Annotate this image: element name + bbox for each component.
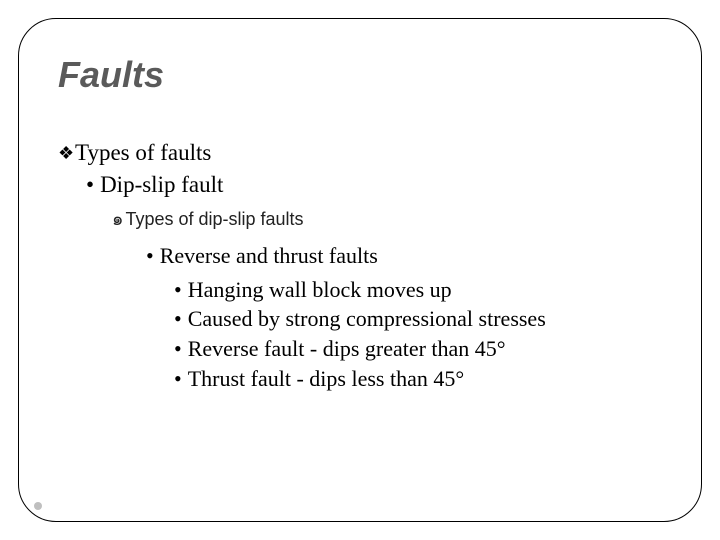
- bullet-lvl1-text: Types of faults: [75, 140, 211, 165]
- dot-bullet-icon: •: [174, 306, 182, 331]
- slide-content: Faults ❖Types of faults •Dip-slip fault …: [58, 54, 670, 393]
- dot-bullet-icon: •: [174, 277, 182, 302]
- dot-bullet-icon: •: [174, 336, 182, 361]
- bullet-lvl4: •Reverse and thrust faults: [146, 241, 670, 271]
- slide-title: Faults: [58, 54, 670, 96]
- dot-bullet-icon: •: [86, 172, 94, 197]
- bullet-lvl3: ๑Types of dip-slip faults: [112, 204, 670, 233]
- bullet-lvl2: •Dip-slip fault: [86, 172, 670, 198]
- bullet-lvl5-text: Reverse fault - dips greater than 45°: [188, 336, 506, 361]
- bullet-lvl5-text: Thrust fault - dips less than 45°: [188, 366, 464, 391]
- lvl3-container: ๑Types of dip-slip faults •Reverse and t…: [112, 204, 670, 393]
- curly-bullet-icon: ๑: [112, 209, 123, 229]
- diamond-bullet-icon: ❖: [58, 143, 72, 164]
- bullet-lvl5-text: Caused by strong compressional stresses: [188, 306, 546, 331]
- bullet-lvl5-item: •Caused by strong compressional stresses: [174, 304, 670, 334]
- slide: Faults ❖Types of faults •Dip-slip fault …: [0, 0, 720, 540]
- dot-bullet-icon: •: [174, 366, 182, 391]
- bullet-lvl3-text: Types of dip-slip faults: [125, 209, 303, 229]
- slide-number-placeholder-icon: [34, 502, 42, 510]
- bullet-lvl5-item: •Thrust fault - dips less than 45°: [174, 364, 670, 394]
- lvl5-container: •Hanging wall block moves up •Caused by …: [174, 275, 670, 394]
- lvl2-container: •Dip-slip fault ๑Types of dip-slip fault…: [86, 172, 670, 393]
- bullet-lvl2-text: Dip-slip fault: [100, 172, 223, 197]
- bullet-lvl5-item: •Hanging wall block moves up: [174, 275, 670, 305]
- dot-bullet-icon: •: [146, 243, 154, 268]
- bullet-lvl1: ❖Types of faults: [58, 140, 670, 166]
- bullet-lvl5-item: •Reverse fault - dips greater than 45°: [174, 334, 670, 364]
- lvl4-container: •Reverse and thrust faults •Hanging wall…: [146, 241, 670, 393]
- bullet-lvl5-text: Hanging wall block moves up: [188, 277, 452, 302]
- bullet-lvl4-text: Reverse and thrust faults: [160, 243, 378, 268]
